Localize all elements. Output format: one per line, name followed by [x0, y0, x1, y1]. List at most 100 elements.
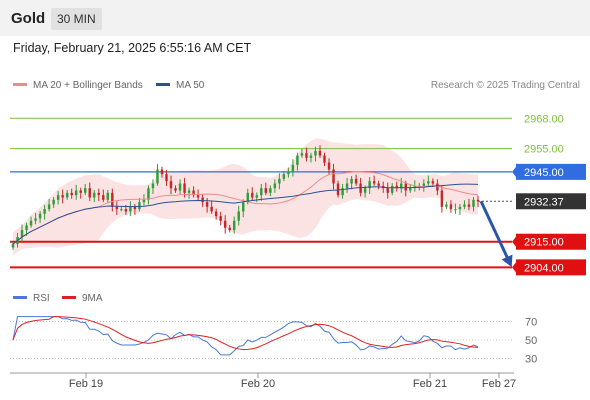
legend-swatch-ma20	[13, 82, 27, 86]
candle-body	[449, 204, 453, 210]
candle-body	[120, 209, 123, 211]
chart-timestamp: Friday, February 21, 2025 6:55:16 AM CET	[13, 41, 252, 55]
candle-body	[214, 211, 218, 217]
candle-body	[269, 188, 272, 193]
rsi-line	[12, 316, 479, 356]
candle-body	[56, 195, 60, 200]
candle-body	[88, 188, 91, 198]
candle-body	[38, 213, 42, 219]
candle-body	[74, 190, 78, 196]
candle-body	[192, 190, 195, 196]
legend-item-ma20: MA 20 + Bollinger Bands	[13, 80, 143, 91]
candle-body	[431, 181, 435, 184]
level-tag-pointer-2915.00	[512, 236, 516, 247]
candle-body	[427, 181, 430, 184]
legend-item-ma50: MA 50	[156, 80, 204, 91]
x-axis-label-Feb 27: Feb 27	[482, 378, 516, 390]
candle-body	[223, 220, 227, 228]
candle-body	[151, 183, 155, 189]
candle-body	[25, 225, 28, 231]
rsi-legend-swatch-9ma	[62, 295, 76, 299]
candle-body	[20, 230, 24, 238]
candle-body	[413, 185, 417, 189]
candle-body	[187, 190, 191, 193]
bollinger-bands	[13, 138, 478, 256]
candle-body	[115, 206, 119, 210]
candle-body	[323, 155, 326, 163]
candle-body	[237, 211, 240, 221]
candle-body	[458, 206, 462, 210]
x-axis: Feb 19 Feb 20 Feb 21 Feb 27	[10, 372, 516, 390]
candle-body	[205, 202, 209, 207]
candle-body	[345, 183, 349, 189]
candle-body	[102, 195, 105, 200]
candle-body	[97, 192, 101, 196]
timeframe-badge[interactable]: 30 MIN	[51, 8, 102, 30]
candle-body	[93, 192, 96, 198]
candle-body	[61, 195, 64, 198]
candle-body	[390, 185, 394, 193]
candle-body	[133, 206, 137, 210]
ma50-line	[12, 183, 479, 245]
candle-body	[359, 183, 362, 193]
candle-body	[178, 183, 182, 191]
x-axis-label-Feb 20: Feb 20	[241, 378, 275, 390]
x-axis-label-Feb 19: Feb 19	[69, 378, 103, 390]
candle-body	[278, 178, 281, 184]
candle-body	[183, 183, 186, 193]
rsi-legend-item-9ma: 9MA	[62, 293, 103, 304]
candle-body	[142, 199, 146, 203]
candle-body	[174, 188, 177, 191]
candle-body	[232, 220, 236, 231]
candle-body	[129, 206, 132, 212]
forecast-arrow-head	[501, 254, 513, 267]
level-label-2904.00: 2904.00	[524, 262, 564, 274]
candle-body	[260, 188, 263, 196]
candle-body	[165, 174, 168, 182]
candle-body	[386, 188, 389, 193]
candle-body	[341, 188, 344, 196]
candle-body	[354, 178, 358, 184]
level-tag-2945.00	[516, 163, 586, 180]
candle-body	[314, 150, 317, 156]
candle-body	[409, 188, 412, 191]
legend-label-ma50: MA 50	[176, 80, 205, 91]
candle-body	[210, 206, 213, 212]
last-price-label: 2932.37	[524, 196, 564, 208]
candle-body	[228, 227, 231, 231]
candle-body	[160, 169, 164, 175]
rsi-axis-label-70: 70	[525, 316, 537, 328]
rsi-axis-label-50: 50	[525, 335, 537, 347]
candle-body	[440, 190, 444, 207]
candle-body	[282, 174, 286, 179]
candle-body	[242, 202, 245, 212]
candle-body	[264, 188, 268, 193]
candle-body	[255, 195, 259, 198]
candle-body	[251, 192, 254, 198]
level-tag-pointer-2904.00	[512, 262, 516, 273]
symbol-title: Gold	[11, 10, 46, 27]
candle-body	[11, 244, 15, 248]
candle-body	[29, 220, 33, 226]
candle-body	[467, 204, 471, 207]
x-axis-label-Feb 21: Feb 21	[413, 378, 447, 390]
candle-body	[124, 209, 128, 212]
level-label-2955.00: 2955.00	[524, 144, 564, 156]
candle-body	[47, 204, 51, 210]
candle-body	[395, 185, 398, 189]
candle-body	[273, 183, 277, 189]
candle-body	[305, 153, 308, 158]
candle-body	[296, 155, 299, 165]
candle-body	[106, 192, 110, 200]
candle-body	[318, 150, 322, 156]
candle-body	[363, 188, 367, 193]
candle-body	[169, 181, 173, 189]
candle-body	[219, 216, 222, 221]
candle-body	[287, 171, 290, 175]
level-label-2915.00: 2915.00	[524, 237, 564, 249]
candle-body	[291, 164, 295, 172]
candle-body	[404, 183, 407, 191]
rsi-axis-label-30: 30	[525, 354, 537, 366]
candle-body	[472, 199, 475, 207]
